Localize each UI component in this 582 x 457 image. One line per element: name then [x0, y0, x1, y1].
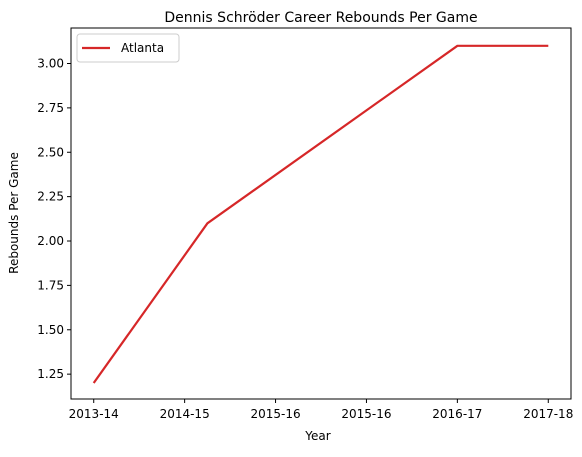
x-axis: 2013-14 2014-15 2015-16 2015-16 2016-17 2017-…: [69, 399, 573, 421]
x-tick-label: 2017-18: [523, 407, 573, 421]
y-axis: 1.25 1.50 1.75 2.00 2.25 2.50 2.75 3.00: [37, 57, 71, 381]
legend-label: Atlanta: [121, 41, 164, 55]
x-tick-label: 2014-15: [160, 407, 210, 421]
plot-area: [70, 27, 572, 400]
y-tick-label: 2.25: [37, 190, 64, 204]
y-tick-label: 1.75: [37, 278, 64, 292]
y-tick-label: 2.00: [37, 234, 64, 248]
series-lines: [92, 44, 549, 384]
series-line: [92, 44, 549, 384]
y-tick-label: 2.50: [37, 145, 64, 159]
y-tick-label: 1.50: [37, 323, 64, 337]
legend: Atlanta: [76, 33, 180, 63]
x-tick-label: 2015-16: [341, 407, 391, 421]
x-axis-label: Year: [304, 429, 330, 443]
y-tick-label: 2.75: [37, 101, 64, 115]
y-axis-label: Rebounds Per Game: [7, 152, 21, 274]
x-tick-label: 2015-16: [250, 407, 300, 421]
x-tick-label: 2016-17: [432, 407, 482, 421]
legend-box: [76, 33, 180, 63]
x-tick-label: 2013-14: [69, 407, 119, 421]
y-tick-label: 1.25: [37, 367, 64, 381]
y-tick-label: 3.00: [37, 57, 64, 71]
chart-title: Dennis Schröder Career Rebounds Per Game: [164, 10, 477, 26]
